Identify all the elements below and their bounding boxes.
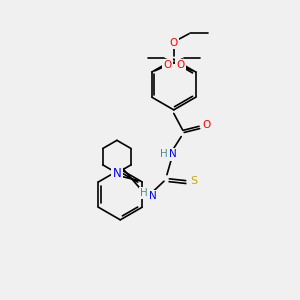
Text: H: H (160, 149, 168, 160)
Text: N: N (149, 191, 157, 201)
Text: H: H (140, 188, 148, 198)
Text: S: S (190, 176, 198, 186)
Text: O: O (202, 120, 211, 130)
Text: O: O (170, 38, 178, 48)
Text: O: O (163, 60, 172, 70)
Text: N: N (169, 149, 177, 160)
Text: O: O (176, 60, 184, 70)
Text: N: N (112, 167, 121, 179)
